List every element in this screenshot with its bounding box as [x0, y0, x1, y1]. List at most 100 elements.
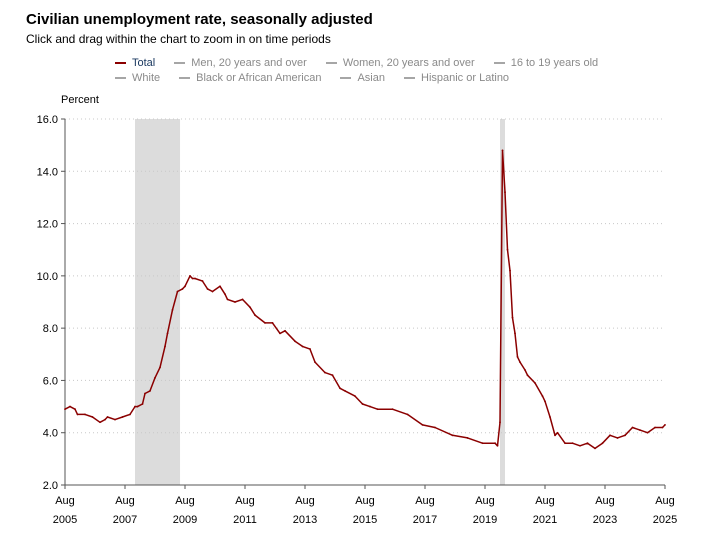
data-point [284, 329, 286, 332]
data-point [189, 274, 191, 277]
legend-label-teens: 16 to 19 years old [510, 57, 599, 69]
data-point [301, 345, 304, 348]
data-point [191, 277, 194, 280]
data-point [74, 408, 76, 411]
legend-line-icon [174, 62, 186, 64]
legend-line-icon [115, 62, 126, 64]
data-point [624, 434, 626, 437]
legend-item-hispanic[interactable]: Hispanic or Latino [404, 72, 509, 84]
y-tick-label: 6.0 [43, 375, 58, 387]
data-point [544, 400, 546, 403]
data-point [534, 382, 536, 384]
x-tick-label-month: Aug [535, 495, 555, 507]
data-point [509, 269, 511, 272]
data-point [506, 248, 509, 251]
x-tick-label-year: 2021 [533, 514, 557, 526]
data-point [279, 332, 281, 335]
data-point [201, 280, 204, 282]
data-point [69, 405, 71, 408]
legend-label-white: White [132, 72, 161, 84]
data-point [331, 374, 334, 377]
data-point [391, 408, 394, 411]
x-tick-label-year: 2013 [293, 514, 317, 526]
data-point [451, 434, 454, 437]
data-point [141, 403, 144, 405]
legend-item-men-20-and-over[interactable]: Men, 20 years and over [174, 57, 307, 69]
legend-item-white[interactable]: White [115, 72, 160, 84]
legend-item-black[interactable]: Black or African American [179, 72, 321, 84]
data-point [99, 421, 101, 424]
data-point [309, 348, 311, 350]
data-point [481, 442, 484, 445]
data-point [206, 288, 209, 290]
x-tick-label-month: Aug [595, 495, 615, 507]
x-tick-label-year: 2007 [113, 514, 137, 526]
chart-title: Civilian unemployment rate, seasonally a… [26, 11, 373, 28]
data-point [219, 285, 221, 288]
x-tick-label-month: Aug [415, 495, 435, 507]
data-point [136, 405, 139, 408]
y-tick-label: 2.0 [43, 480, 58, 492]
data-point [241, 298, 244, 301]
data-point [499, 421, 501, 424]
data-point [91, 416, 94, 418]
legend-item-16-to-19[interactable]: 16 to 19 years old [493, 57, 599, 69]
y-tick-label: 10.0 [37, 271, 58, 283]
x-tick-label-month: Aug [175, 495, 195, 507]
data-point [314, 361, 316, 364]
data-point [514, 332, 516, 335]
data-point [159, 366, 161, 369]
data-point [564, 442, 566, 445]
data-point [324, 371, 326, 374]
data-point [541, 395, 544, 398]
data-point [361, 403, 364, 405]
data-point [144, 392, 146, 395]
data-point [134, 405, 136, 408]
data-point [434, 426, 436, 429]
y-tick-label: 16.0 [37, 114, 58, 126]
data-point [226, 298, 229, 301]
data-point [516, 356, 519, 358]
x-tick-label-month: Aug [295, 495, 315, 507]
legend-line-icon [325, 62, 337, 64]
legend-item-women-20-and-over[interactable]: Women, 20 years and over [325, 57, 475, 69]
data-point [549, 416, 551, 418]
legend-label-men: Men, 20 years and over [191, 57, 307, 69]
x-tick-label-month: Aug [655, 495, 675, 507]
y-tick-label: 12.0 [37, 219, 58, 231]
legend-item-total[interactable]: Total [115, 57, 155, 69]
data-point [369, 405, 371, 408]
x-tick-label-year: 2005 [53, 514, 77, 526]
data-point [406, 413, 409, 416]
legend-line-icon [404, 77, 415, 79]
data-point [194, 277, 196, 280]
data-point [526, 374, 529, 377]
data-point [586, 442, 589, 445]
data-point [224, 293, 226, 296]
data-point [501, 149, 504, 152]
data-point [104, 418, 106, 421]
data-point [114, 418, 116, 421]
data-point [64, 408, 66, 411]
data-point [556, 431, 559, 434]
data-point [631, 426, 634, 429]
data-point [504, 191, 506, 194]
data-point [166, 332, 169, 335]
y-axis-title: Percent [61, 94, 99, 106]
recession-band [500, 119, 506, 485]
y-tick-label: 4.0 [43, 428, 58, 440]
chart-subtitle: Click and drag within the chart to zoom … [26, 32, 331, 46]
recession-band [135, 119, 181, 485]
data-point [164, 345, 166, 348]
data-point [554, 434, 556, 437]
data-point [519, 361, 521, 364]
y-tick-label: 8.0 [43, 323, 58, 335]
x-tick-label-year: 2019 [473, 514, 497, 526]
x-tick-label-month: Aug [475, 495, 495, 507]
data-point [654, 426, 656, 429]
data-point [264, 322, 266, 324]
data-point [661, 426, 664, 429]
legend-item-asian[interactable]: Asian [340, 72, 385, 84]
data-point [664, 423, 666, 426]
